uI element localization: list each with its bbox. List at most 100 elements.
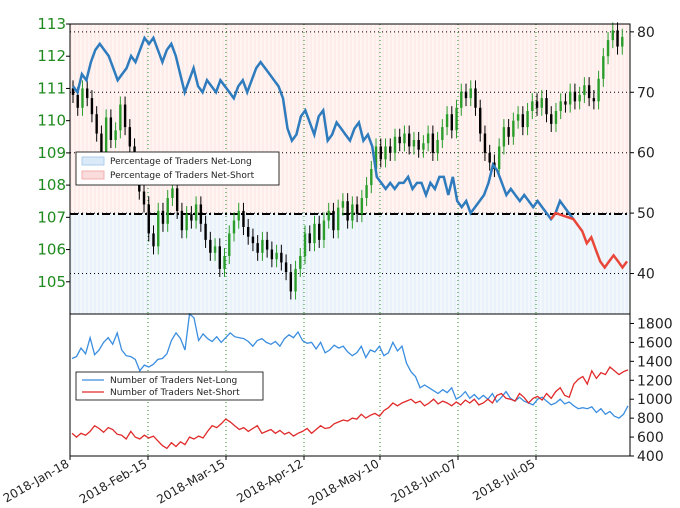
price-tick-label: 111 xyxy=(37,79,66,97)
candle-body xyxy=(246,227,250,237)
candle-body xyxy=(445,114,449,128)
traders-axis: 400 600 800 1000 1200 1400 1600 1800 xyxy=(630,316,673,465)
price-tick-label: 105 xyxy=(37,273,66,291)
candle-body xyxy=(621,36,624,47)
candle-body xyxy=(228,233,231,256)
bottom-legend: Number of Traders Net-Long Number of Tra… xyxy=(75,371,264,401)
candle-body xyxy=(531,101,534,111)
top-panel: 105 106 107 108 109 110 111 112 113 40 50 60 70 80 P… xyxy=(37,15,655,315)
pct-net-short-line xyxy=(550,211,629,270)
legend-label-net-short: Percentage of Traders Net-Short xyxy=(110,171,255,181)
bottom-panel: 400 600 800 1000 1200 1400 1600 1800 Number of … xyxy=(69,312,673,465)
candle-body xyxy=(497,146,501,169)
candle-body xyxy=(516,114,520,121)
bottom-panel-border xyxy=(69,313,631,457)
candle-body xyxy=(294,268,297,292)
candle-body xyxy=(218,246,221,269)
candle-body xyxy=(616,30,619,47)
top-legend: Percentage of Traders Net-Long Percentag… xyxy=(75,151,280,186)
candle-body xyxy=(223,256,226,269)
candle-body xyxy=(554,111,558,124)
candle-body xyxy=(583,85,586,95)
date-tick-label: 2018-Mar-15 xyxy=(154,456,227,506)
candle-body xyxy=(403,133,406,144)
date-tick-label: 2018-Jan-18 xyxy=(1,456,72,505)
candle-body xyxy=(256,243,259,253)
legend-label-traders-long: Number of Traders Net-Long xyxy=(110,376,237,386)
legend-swatch-net-long xyxy=(81,156,105,166)
candle-body xyxy=(611,30,614,41)
traders-tick-label: 800 xyxy=(637,411,664,427)
candle-body xyxy=(265,239,269,250)
date-tick-label: 2018-May-10 xyxy=(306,456,381,508)
candle-body xyxy=(398,136,401,144)
candle-body xyxy=(327,210,330,221)
candle-body xyxy=(119,104,122,131)
price-tick-label: 109 xyxy=(37,144,66,162)
candle-body xyxy=(190,214,193,221)
candle-body xyxy=(157,210,160,247)
candle-body xyxy=(540,98,543,108)
traders-tick-label: 400 xyxy=(637,449,664,465)
candle-body xyxy=(284,262,288,273)
candle-body xyxy=(318,223,321,240)
candle-body xyxy=(232,220,236,234)
candle-body xyxy=(71,88,75,95)
price-candles xyxy=(71,22,624,300)
traders-tick-label: 1600 xyxy=(637,335,673,351)
candle-body xyxy=(535,101,539,108)
candle-body xyxy=(128,127,132,147)
candle-body xyxy=(393,136,397,153)
pct-net-long-line xyxy=(71,35,575,222)
legend-label-net-long: Percentage of Traders Net-Long xyxy=(110,157,252,167)
legend-label-traders-short: Number of Traders Net-Short xyxy=(110,388,240,398)
candle-body xyxy=(550,114,553,124)
candle-body xyxy=(86,88,89,99)
candle-body xyxy=(564,101,567,105)
candle-body xyxy=(81,88,84,108)
candle-body xyxy=(308,233,311,244)
date-tick-label: 2018-Feb-15 xyxy=(77,456,150,506)
candle-body xyxy=(602,56,605,79)
candle-body xyxy=(270,249,274,260)
candle-body xyxy=(147,204,150,234)
candle-body xyxy=(417,140,420,150)
price-axis: 105 106 107 108 109 110 111 112 113 xyxy=(37,15,70,291)
candle-body xyxy=(322,220,326,240)
candle-body xyxy=(422,143,425,150)
candle-body xyxy=(313,223,316,244)
percent-axis: 40 50 60 70 80 xyxy=(630,25,655,283)
candle-body xyxy=(469,88,472,99)
candle-body xyxy=(360,198,364,215)
date-axis: 2018-Jan-18 2018-Feb-15 2018-Mar-15 2018-Ap… xyxy=(1,456,538,508)
candle-body xyxy=(592,98,596,102)
candle-body xyxy=(384,146,387,160)
candle-body xyxy=(479,107,482,134)
candle-body xyxy=(464,91,468,99)
candle-body xyxy=(261,239,264,253)
candle-body xyxy=(365,185,368,198)
candle-body xyxy=(355,204,359,215)
candle-body xyxy=(209,239,212,253)
candle-body xyxy=(336,207,340,231)
candle-body xyxy=(559,101,562,111)
pct-tick-label: 70 xyxy=(637,85,655,101)
candle-body xyxy=(568,91,572,105)
candle-body xyxy=(407,133,411,147)
pct-tick-label: 40 xyxy=(637,267,655,283)
date-tick-label: 2018-Apr-12 xyxy=(234,456,305,505)
candle-body xyxy=(436,140,439,153)
candle-body xyxy=(412,140,416,147)
net-long-fill-area xyxy=(70,213,630,314)
candle-body xyxy=(194,204,198,221)
price-tick-label: 110 xyxy=(37,112,66,130)
candle-body xyxy=(104,117,108,153)
candle-body xyxy=(332,210,335,231)
candle-body xyxy=(185,214,188,231)
candle-body xyxy=(280,252,283,263)
traders-tick-label: 1000 xyxy=(637,392,673,408)
candle-body xyxy=(606,40,610,57)
candle-body xyxy=(242,210,245,227)
candle-body xyxy=(109,117,113,140)
